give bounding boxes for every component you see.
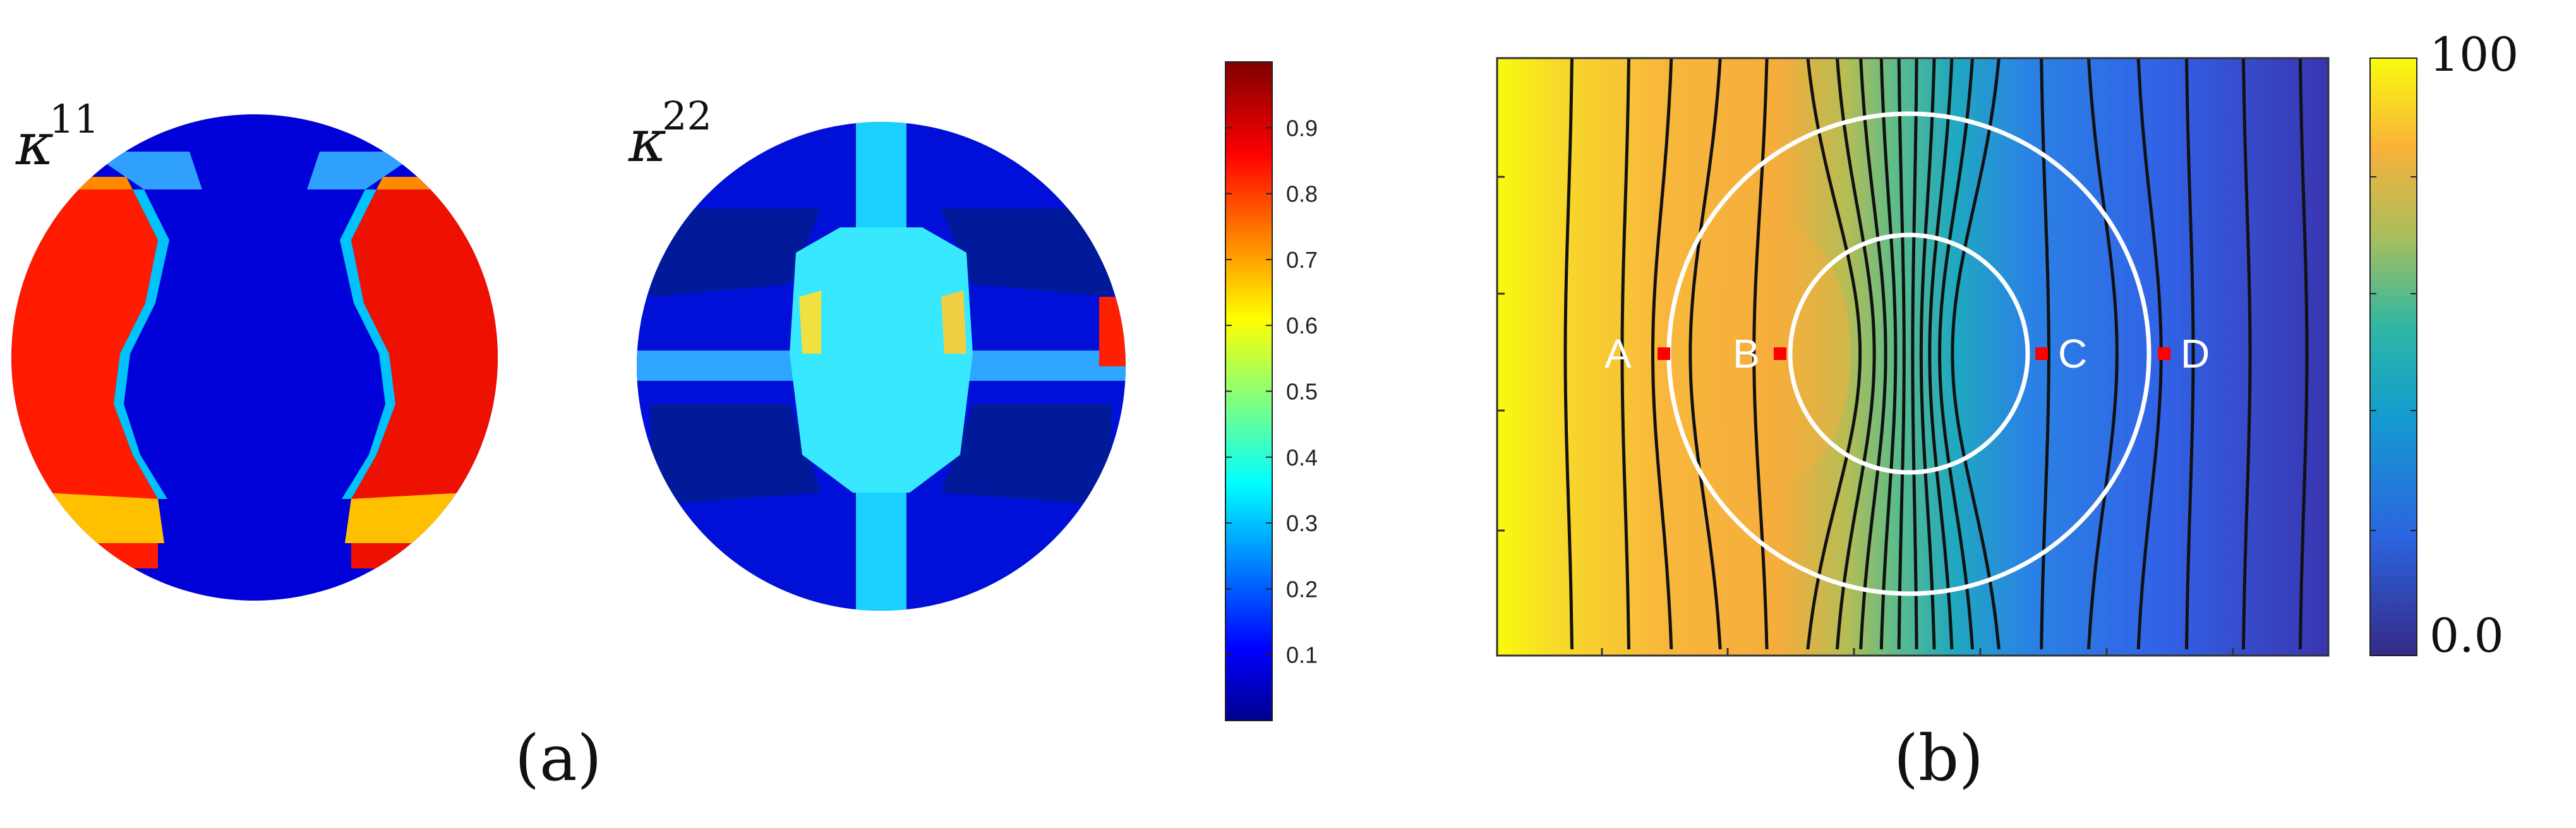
isoline	[1651, 58, 1673, 650]
colorbar-max-label: 100	[2429, 28, 2519, 82]
isoline	[1928, 58, 1954, 650]
colorbar-tick-label: 0.2	[1286, 576, 1318, 602]
isoline	[1938, 58, 1974, 650]
point-a-label: A	[1604, 331, 1632, 376]
colorbar-tick-label: 0.6	[1286, 313, 1318, 339]
point-b-marker	[1774, 347, 1786, 360]
isoline	[1836, 58, 1876, 650]
isoline	[2242, 58, 2252, 650]
panel-a: κ 11 κ 22 0.1 0.2 0.3 0.4 0.5 0.6 0.7 0.8 0.9 (a…	[11, 61, 1318, 795]
colorbar-tick-label: 0.5	[1286, 379, 1318, 405]
isoline	[1911, 58, 1918, 650]
isoline	[1688, 58, 1722, 650]
colorbar-tick-label: 0.3	[1286, 510, 1318, 536]
point-b-label: B	[1733, 331, 1760, 376]
point-d-marker	[2158, 347, 2170, 360]
isoline	[1620, 58, 1630, 650]
isoline	[1563, 58, 1574, 650]
panel-b-label: (b)	[1894, 721, 1983, 795]
jet-colorbar: 0.1 0.2 0.3 0.4 0.5 0.6 0.7 0.8 0.9	[1225, 61, 1318, 721]
inner-circle	[1788, 232, 2030, 475]
colorbar-tick-label: 0.4	[1286, 445, 1318, 471]
colorbar-tick-label: 0.7	[1286, 247, 1318, 273]
panel-b: A B C D 100 0.0 (b)	[1496, 28, 2519, 795]
kappa11-map	[11, 114, 498, 601]
isoline	[2299, 58, 2309, 650]
kappa11-superscript: 11	[49, 96, 99, 142]
isoline	[2087, 58, 2119, 650]
parula-colorbar: 100 0.0	[2369, 28, 2519, 663]
colorbar-tick-label: 0.8	[1286, 181, 1318, 207]
point-d-label: D	[2181, 331, 2210, 376]
point-a-marker	[1658, 347, 1670, 360]
isoline	[2185, 58, 2195, 650]
isoline	[1897, 58, 1906, 650]
kappa22-superscript: 22	[662, 93, 712, 139]
colorbar-min-label: 0.0	[2429, 609, 2504, 663]
point-c-marker	[2035, 347, 2048, 360]
isoline	[1806, 58, 1862, 650]
kappa22-symbol: κ	[628, 107, 666, 175]
panel-a-label: (a)	[515, 721, 602, 795]
kappa11-symbol: κ	[15, 111, 54, 178]
isoline	[1879, 58, 1898, 650]
point-c-label: C	[2058, 331, 2087, 376]
potential-field	[1497, 58, 2328, 656]
colorbar-tick-label: 0.9	[1286, 115, 1318, 141]
kappa22-map	[637, 122, 1126, 611]
colorbar-tick-label: 0.1	[1286, 642, 1318, 668]
isoline	[1752, 58, 1769, 650]
isoline	[1951, 58, 2001, 650]
isoline	[1919, 58, 1936, 650]
isoline	[1859, 58, 1887, 650]
